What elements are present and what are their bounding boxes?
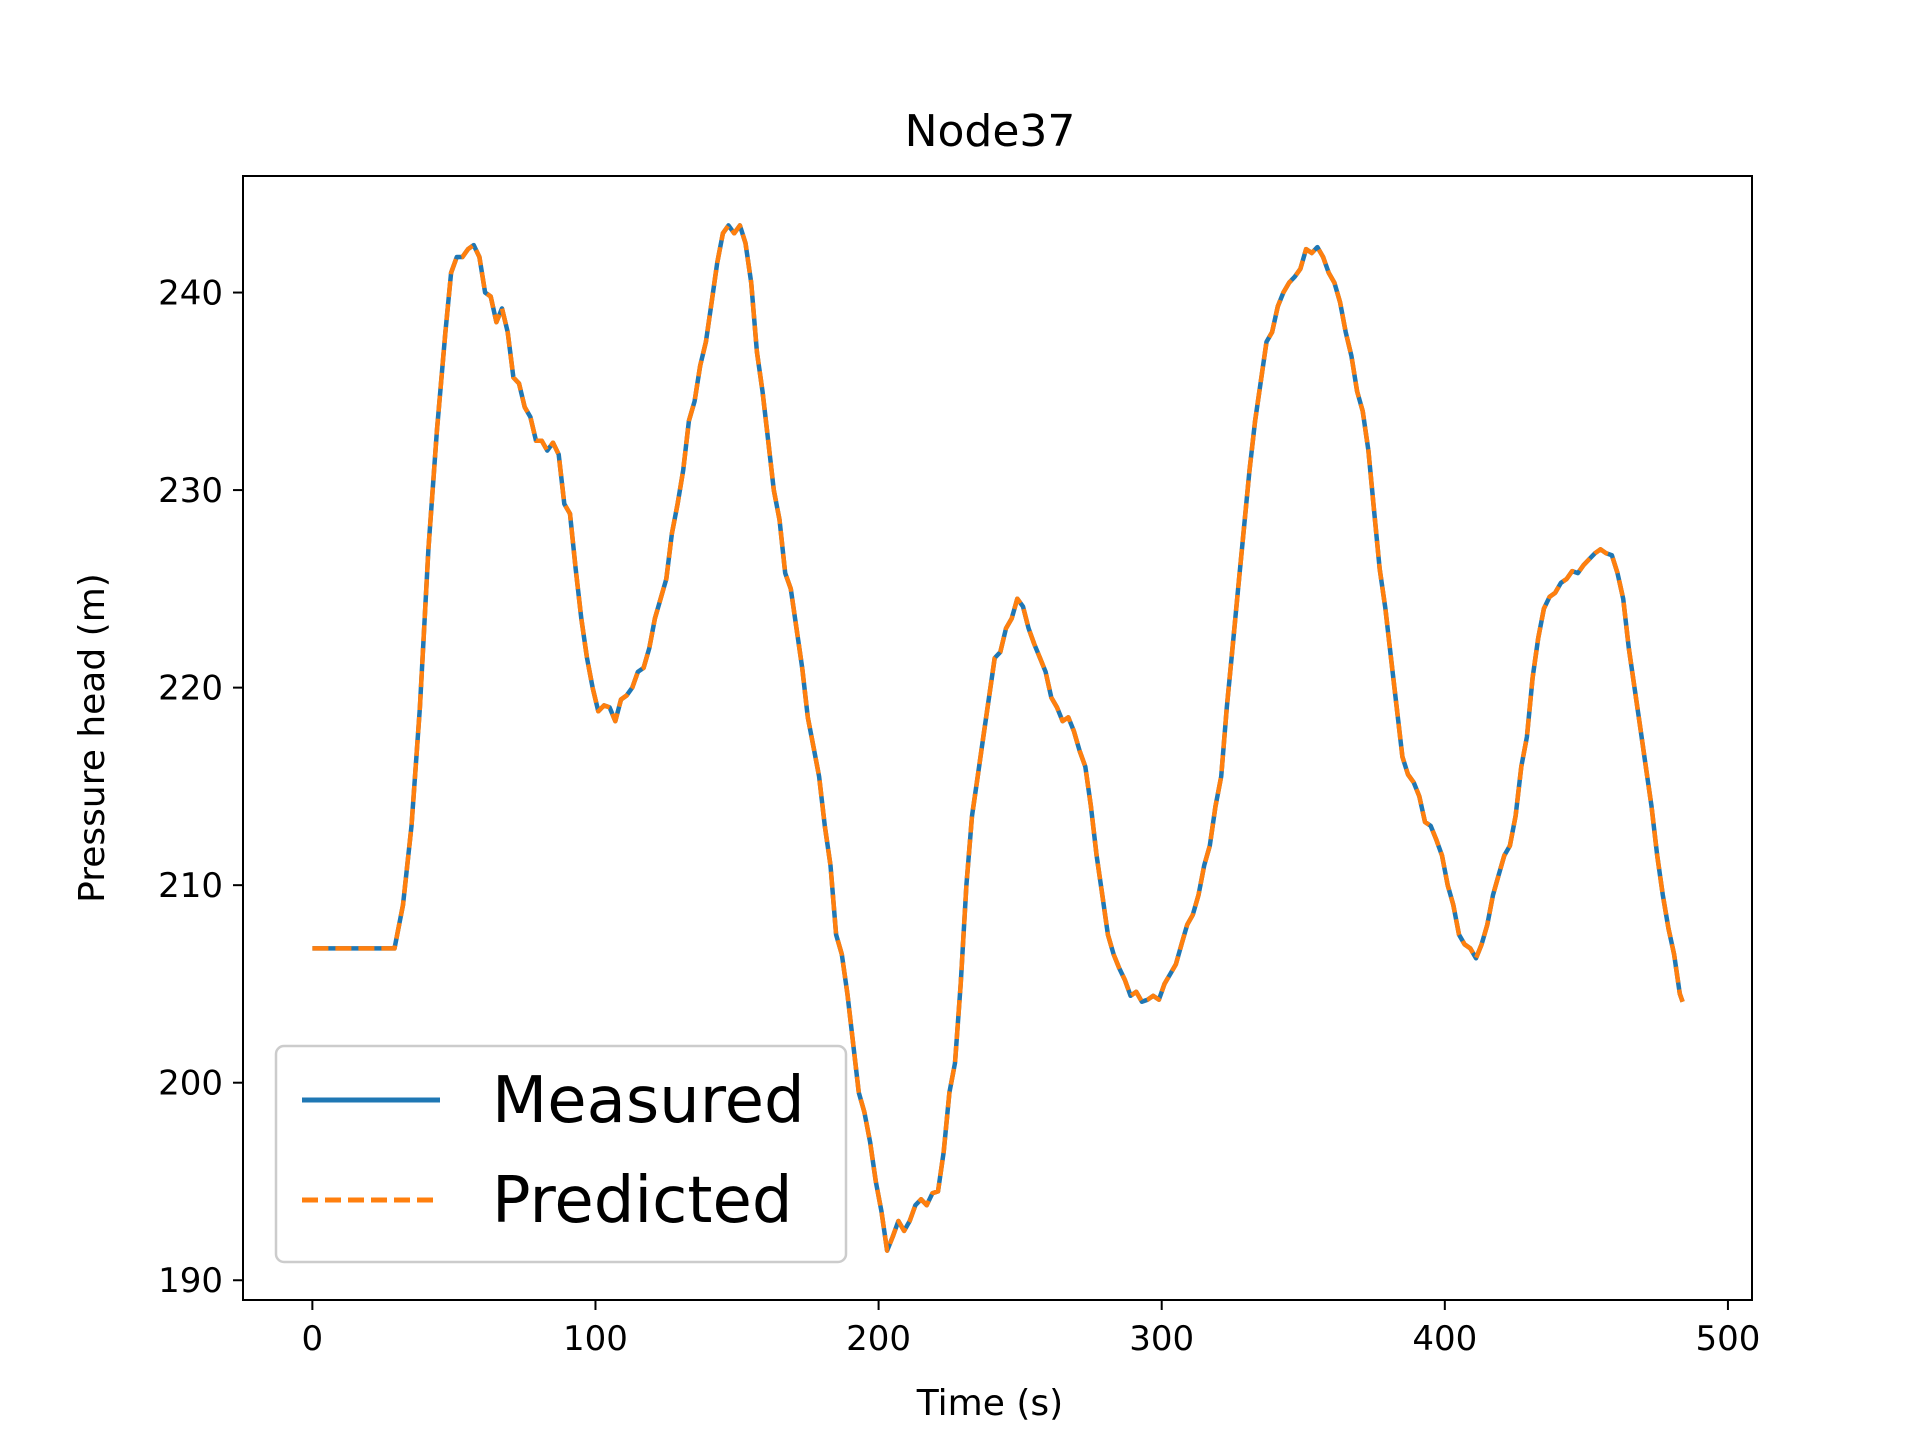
- y-tick-label: 240: [158, 274, 223, 314]
- x-tick-label: 400: [1412, 1319, 1477, 1359]
- series-layer: [312, 223, 1685, 1253]
- x-tick-label: 200: [846, 1319, 911, 1359]
- x-axis-label: Time (s): [916, 1383, 1063, 1424]
- x-tick-label: 500: [1695, 1319, 1760, 1359]
- legend-label-predicted: Predicted: [492, 1164, 792, 1238]
- y-tick-label: 230: [158, 471, 223, 511]
- x-tick-label: 100: [563, 1319, 628, 1359]
- y-tick-label: 220: [158, 669, 223, 709]
- x-tick-label: 300: [1129, 1319, 1194, 1359]
- y-tick-label: 200: [158, 1064, 223, 1104]
- series-line-predicted: [312, 223, 1685, 1253]
- y-tick-label: 190: [158, 1261, 223, 1301]
- chart-title: Node37: [905, 106, 1076, 157]
- y-axis-label: Pressure head (m): [72, 573, 113, 903]
- legend-label-measured: Measured: [492, 1064, 805, 1138]
- legend: Measured Predicted: [274, 1044, 848, 1264]
- y-axis: 190 200 210 220 230 240: [158, 274, 243, 1301]
- plot-frame: [242, 175, 1753, 1301]
- x-axis: 0 100 200 300 400 500: [302, 1300, 1760, 1359]
- x-tick-label: 0: [302, 1319, 324, 1359]
- y-tick-label: 210: [158, 866, 223, 906]
